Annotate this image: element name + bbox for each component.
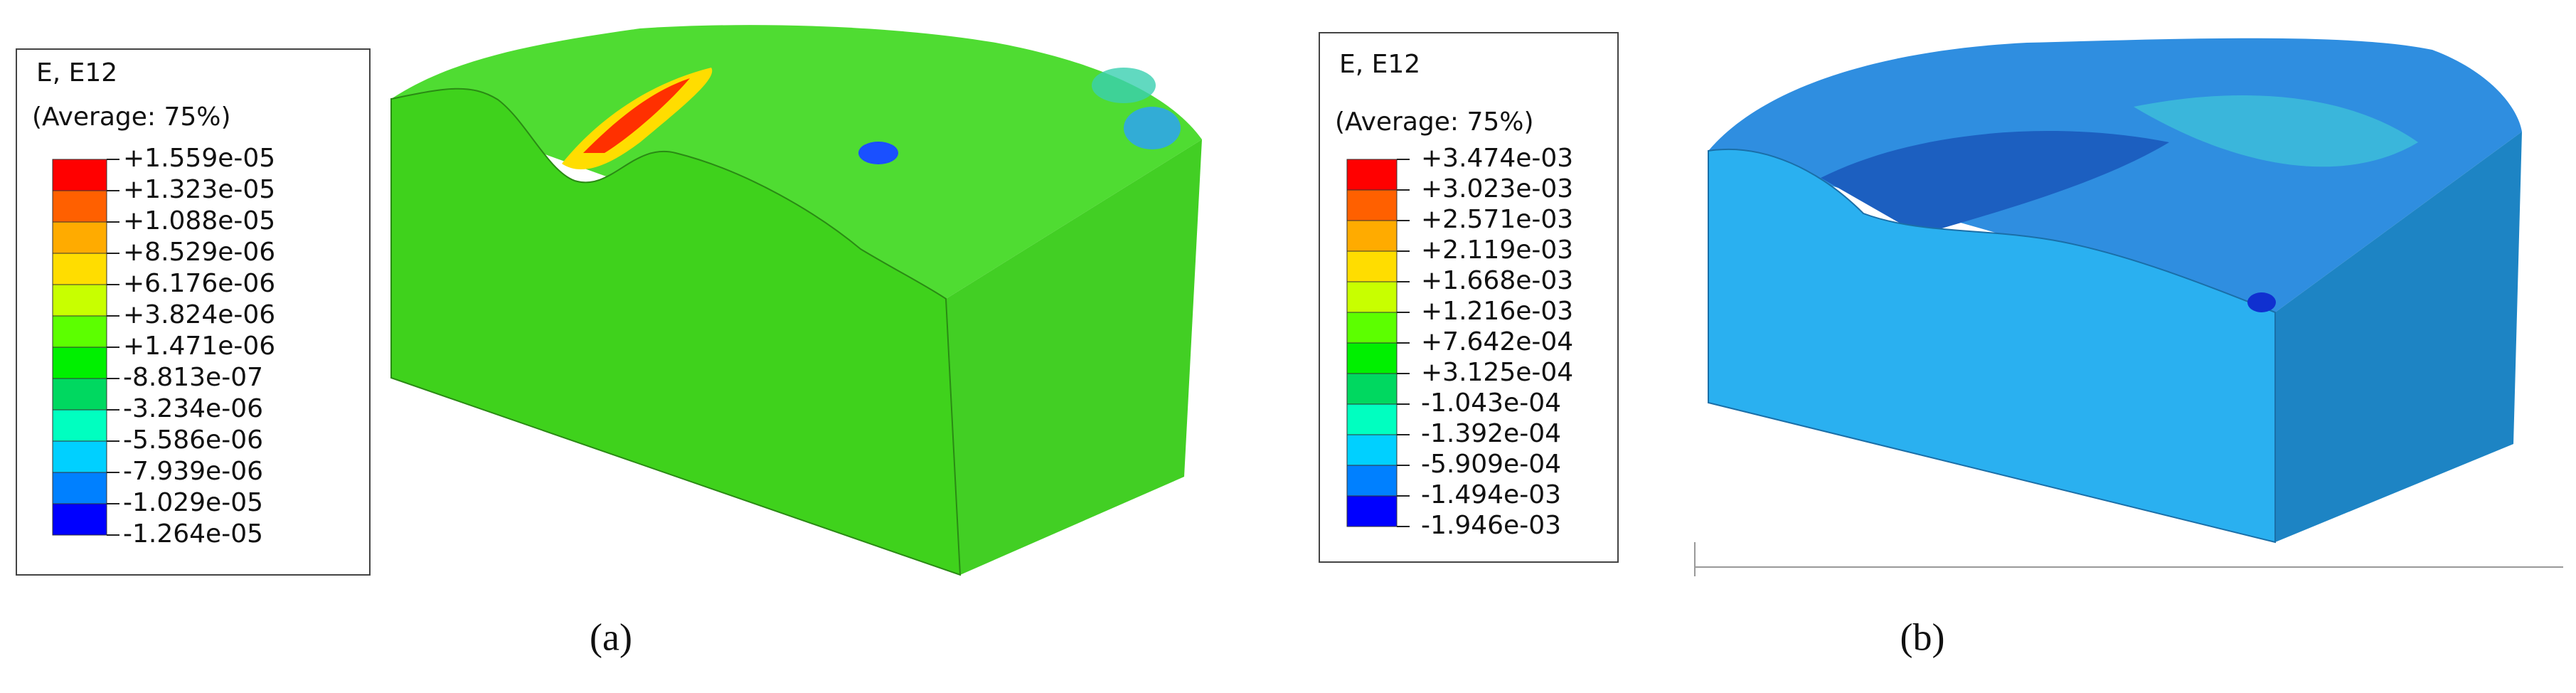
front-face	[1708, 148, 2276, 544]
model-b	[1694, 38, 2563, 576]
color-cell	[1346, 281, 1398, 313]
legend-label: +1.323e-05	[123, 175, 275, 204]
color-cell	[1346, 189, 1398, 221]
light-region	[2134, 95, 2418, 167]
legend-label: +2.571e-03	[1421, 205, 1573, 234]
top-surface	[391, 25, 1202, 300]
legend-label: -5.586e-06	[123, 425, 263, 455]
color-cell	[1346, 373, 1398, 405]
panel-caption: (a)	[590, 615, 632, 658]
legend-label: +1.088e-05	[123, 206, 275, 236]
right-face	[2275, 132, 2522, 542]
blue-spot	[2247, 292, 2276, 312]
legend-subtitle: (Average: 75%)	[32, 102, 231, 132]
legend-label: -5.909e-04	[1421, 450, 1561, 479]
legend-label: +3.125e-04	[1421, 358, 1573, 387]
legend-label: +7.642e-04	[1421, 327, 1573, 356]
legend-label: -1.029e-05	[123, 488, 263, 517]
dark-region	[1821, 131, 2169, 235]
color-cell	[52, 159, 107, 191]
legend-label: +2.119e-03	[1421, 236, 1573, 265]
legend-label: -3.234e-06	[123, 394, 263, 423]
legend-label: +3.824e-06	[123, 300, 275, 329]
color-cell	[52, 409, 107, 442]
legend-label: +1.559e-05	[123, 144, 275, 173]
legend-label: +1.471e-06	[123, 332, 275, 361]
legend-subtitle: (Average: 75%)	[1335, 107, 1534, 137]
color-cell	[52, 221, 107, 254]
color-cell	[52, 190, 107, 223]
hotspot-core	[583, 78, 690, 153]
color-cell	[52, 284, 107, 317]
legend-label: -1.043e-04	[1421, 388, 1561, 418]
legend-label: +1.668e-03	[1421, 266, 1573, 295]
color-cell	[1346, 250, 1398, 282]
color-cell	[1346, 465, 1398, 497]
legend-label: +3.474e-03	[1421, 144, 1573, 173]
teal-spot	[1092, 68, 1156, 103]
color-cell	[1346, 403, 1398, 435]
color-cell	[52, 253, 107, 285]
legend-label: -1.392e-04	[1421, 419, 1561, 448]
legend-label: -1.264e-05	[123, 519, 263, 549]
legend-label: +6.176e-06	[123, 269, 275, 298]
color-cell	[1346, 312, 1398, 344]
right-face	[946, 139, 1202, 575]
model-a	[390, 25, 1202, 576]
blue-spot	[1124, 107, 1181, 149]
color-cell	[1346, 495, 1398, 527]
legend-label: -8.813e-07	[123, 363, 263, 392]
color-cell	[1346, 159, 1398, 191]
legend-label: +8.529e-06	[123, 238, 275, 267]
color-cell	[52, 378, 107, 411]
color-cell	[52, 472, 107, 504]
color-cell	[1346, 342, 1398, 374]
legend-label: -1.494e-03	[1421, 480, 1561, 509]
panel-caption: (b)	[1900, 615, 1945, 658]
front-face	[390, 88, 962, 576]
legend-label: +3.023e-03	[1421, 174, 1573, 203]
color-cell	[52, 503, 107, 536]
color-cell	[1346, 434, 1398, 466]
color-cell	[1346, 220, 1398, 252]
legend-title: E, E12	[36, 58, 117, 88]
legend-label: +1.216e-03	[1421, 297, 1573, 326]
color-cell	[52, 440, 107, 473]
legend-label: -7.939e-06	[123, 457, 263, 486]
color-cell	[52, 346, 107, 379]
blue-spot	[858, 142, 898, 164]
color-cell	[52, 315, 107, 348]
legend-label: -1.946e-03	[1421, 511, 1561, 540]
legend-title: E, E12	[1339, 50, 1420, 79]
